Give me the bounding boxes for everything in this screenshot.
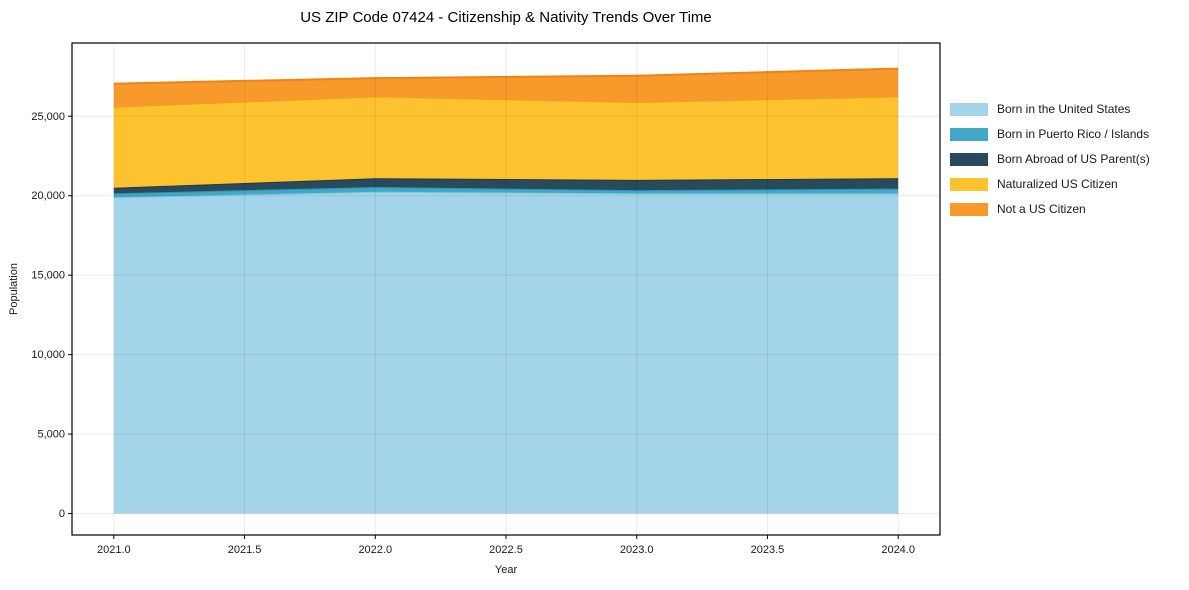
y-tick-label: 10,000 — [31, 349, 65, 361]
y-tick-label: 5,000 — [37, 429, 65, 441]
legend: Born in the United States Born in Puerto… — [950, 102, 1150, 216]
legend-swatch-naturalized — [950, 177, 988, 191]
legend-swatch-born-pr-islands — [950, 127, 988, 141]
area-born-us — [113, 191, 899, 514]
legend-item-naturalized: Naturalized US Citizen — [950, 177, 1150, 191]
area-born-abroad — [113, 178, 899, 194]
y-axis-label: Population — [8, 263, 20, 315]
x-tick-label: 2023.5 — [751, 544, 785, 556]
legend-item-not-citizen: Not a US Citizen — [950, 202, 1150, 216]
edge-line-not-citizen — [113, 67, 899, 85]
stacked-areas — [113, 67, 899, 514]
legend-label: Naturalized US Citizen — [997, 177, 1118, 191]
x-tick-label: 2021.5 — [228, 544, 262, 556]
legend-item-born-abroad: Born Abroad of US Parent(s) — [950, 152, 1150, 166]
legend-label: Born in the United States — [997, 102, 1131, 116]
gridlines — [72, 43, 940, 535]
y-tick-label: 25,000 — [31, 111, 65, 123]
x-tick-label: 2022.5 — [489, 544, 523, 556]
legend-swatch-born-abroad — [950, 152, 988, 166]
axis-ticks — [68, 115, 899, 539]
chart-title: US ZIP Code 07424 - Citizenship & Nativi… — [300, 9, 712, 26]
y-tick-label: 0 — [59, 508, 65, 520]
legend-swatch-born-us — [950, 102, 988, 116]
x-tick-label: 2024.0 — [881, 544, 915, 556]
x-axis-label: Year — [494, 564, 518, 576]
y-tick-label: 20,000 — [31, 190, 65, 202]
x-tick-labels: 2021.0 2021.5 2022.0 2022.5 2023.0 2023.5 2024… — [97, 544, 915, 556]
y-tick-labels: 0 5,000 10,000 15,000 20,000 25,000 — [31, 111, 65, 520]
legend-item-born-pr-islands: Born in Puerto Rico / Islands — [950, 127, 1150, 141]
legend-label: Not a US Citizen — [997, 202, 1086, 216]
area-naturalized — [113, 96, 899, 188]
x-tick-label: 2021.0 — [97, 544, 131, 556]
legend-label: Born Abroad of US Parent(s) — [997, 152, 1150, 166]
legend-label: Born in Puerto Rico / Islands — [997, 127, 1150, 141]
x-tick-label: 2022.0 — [358, 544, 392, 556]
y-tick-label: 15,000 — [31, 270, 65, 282]
legend-swatch-not-citizen — [950, 202, 988, 216]
legend-item-born-us: Born in the United States — [950, 102, 1150, 116]
x-tick-label: 2023.0 — [620, 544, 654, 556]
area-not-citizen — [113, 68, 899, 107]
